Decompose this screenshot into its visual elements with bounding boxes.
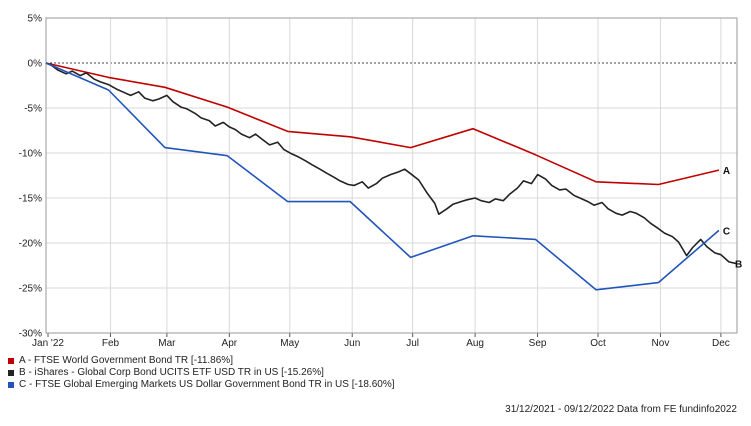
y-tick-label: -20% xyxy=(19,239,42,250)
x-tick-label: Oct xyxy=(590,338,606,349)
x-tick-label: May xyxy=(280,338,299,349)
chart-axes xyxy=(45,17,738,337)
line-chart: 5% 0% -5% -10% -15% -20% -25% -30%Jan '22 Feb Mar… xyxy=(19,14,743,350)
x-tick-label: Dec xyxy=(712,338,730,349)
series-line-c xyxy=(45,62,720,291)
gridlines xyxy=(46,17,737,334)
y-tick-label: -25% xyxy=(19,284,42,295)
plot-frame xyxy=(45,17,738,334)
legend-label-c: C - FTSE Global Emerging Markets US Doll… xyxy=(19,379,395,390)
x-tick-label: Feb xyxy=(102,338,120,349)
y-tick-label: 5% xyxy=(28,14,43,25)
series-line-b xyxy=(45,62,738,265)
y-tick-label: -10% xyxy=(19,149,42,160)
y-tick-label: 0% xyxy=(28,59,43,70)
x-tick-label: Mar xyxy=(158,338,176,349)
x-tick-label: Sep xyxy=(529,338,547,349)
y-tick-label: -30% xyxy=(19,329,42,340)
series-end-label-c: C xyxy=(723,226,730,237)
x-tick-label: Nov xyxy=(652,338,670,349)
chart-legend: A - FTSE World Government Bond TR [-11.8… xyxy=(8,355,395,391)
series-lines xyxy=(45,62,738,291)
x-tick-label: Jul xyxy=(406,338,419,349)
y-tick-label: -5% xyxy=(24,104,42,115)
legend-label-a: A - FTSE World Government Bond TR [-11.8… xyxy=(19,355,233,366)
legend-swatch-c xyxy=(8,382,14,388)
legend-swatch-a xyxy=(8,358,14,364)
x-tick-label: Apr xyxy=(222,338,238,349)
legend-label-b: B - iShares - Global Corp Bond UCITS ETF… xyxy=(19,367,324,378)
series-end-label-a: A xyxy=(723,166,730,177)
legend-item-a: A - FTSE World Government Bond TR [-11.8… xyxy=(8,355,395,367)
x-tick-label: Jun xyxy=(344,338,360,349)
legend-item-c: C - FTSE Global Emerging Markets US Doll… xyxy=(8,379,395,391)
source-note: 31/12/2021 - 09/12/2022 Data from FE fun… xyxy=(505,404,737,415)
x-tick-label: Jan '22 xyxy=(32,338,64,349)
series-line-a xyxy=(45,62,720,186)
legend-swatch-b xyxy=(8,370,14,376)
x-tick-label: Aug xyxy=(466,338,484,349)
tick-labels: 5% 0% -5% -10% -15% -20% -25% -30%Jan '22 Feb Mar… xyxy=(19,14,743,350)
y-tick-label: -15% xyxy=(19,194,42,205)
series-end-label-b: B xyxy=(735,260,742,271)
legend-item-b: B - iShares - Global Corp Bond UCITS ETF… xyxy=(8,367,395,379)
